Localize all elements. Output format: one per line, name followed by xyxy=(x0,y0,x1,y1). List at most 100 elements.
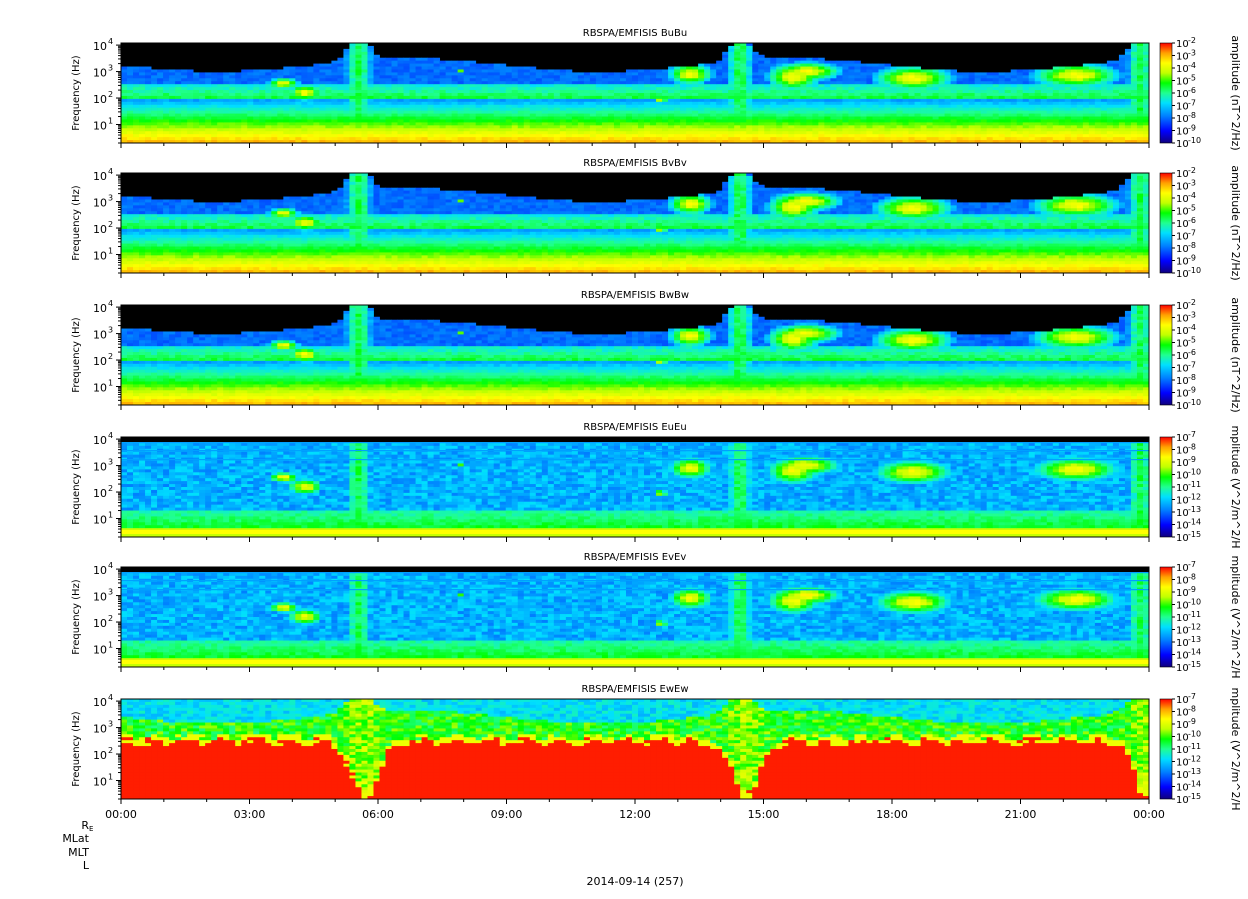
spectrogram-cell xyxy=(349,137,356,141)
spectrogram-cell xyxy=(157,217,164,221)
spectrogram-cell xyxy=(547,122,555,126)
spectrogram-cell xyxy=(577,119,585,123)
spectrogram-cell xyxy=(277,107,284,112)
spectrogram-cell xyxy=(175,119,182,123)
spectrogram-cell xyxy=(752,98,759,103)
spectrogram-cell xyxy=(217,125,224,129)
spectrogram-cell xyxy=(121,122,128,126)
spectrogram-cell xyxy=(307,101,314,106)
spectrogram-cell xyxy=(493,98,501,103)
spectrogram-cell xyxy=(842,69,849,73)
spectrogram-cell xyxy=(331,60,338,64)
spectrogram-cell xyxy=(349,119,356,123)
spectrogram-cell xyxy=(199,140,206,144)
spectrogram-cell xyxy=(710,78,717,82)
spectrogram-cell xyxy=(625,119,633,123)
spectrogram-cell xyxy=(1094,107,1102,112)
spectrogram-cell xyxy=(157,72,164,76)
spectrogram-cell xyxy=(469,95,477,100)
spectrogram-cell xyxy=(1016,113,1024,117)
spectrogram-cell xyxy=(674,125,681,129)
spectrogram-cell xyxy=(571,113,579,117)
spectrogram-cell xyxy=(932,137,939,141)
spectrogram-cell xyxy=(547,98,555,103)
spectrogram-cell xyxy=(625,78,633,82)
spectrogram-cell xyxy=(806,93,813,97)
spectrogram-cell xyxy=(980,125,988,129)
spectrogram-cell xyxy=(938,113,945,117)
spectrogram-cell xyxy=(1022,69,1030,73)
spectrogram-cell xyxy=(517,84,525,88)
spectrogram-cell xyxy=(1112,98,1120,103)
spectrogram-cell xyxy=(211,84,218,88)
spectrogram-cell xyxy=(824,104,831,109)
spectrogram-cell xyxy=(740,51,747,56)
spectrogram-cell xyxy=(175,72,182,76)
spectrogram-cell xyxy=(205,125,212,129)
spectrogram-cell xyxy=(926,75,933,79)
spectrogram-cell xyxy=(403,84,410,88)
spectrogram-cell xyxy=(541,93,549,97)
spectrogram-cell xyxy=(385,78,392,82)
spectrogram-cell xyxy=(157,93,164,97)
spectrogram-cell xyxy=(830,110,837,114)
spectrogram-cell xyxy=(758,63,765,67)
spectrogram-cell xyxy=(157,205,164,209)
spectrogram-cell xyxy=(313,134,320,138)
spectrogram-cell xyxy=(716,107,723,112)
spectrogram-cell xyxy=(830,140,837,144)
spectrogram-cell xyxy=(782,131,789,135)
spectrogram-cell xyxy=(656,84,663,88)
spectrogram-cell xyxy=(806,110,813,114)
spectrogram-cell xyxy=(914,134,921,138)
spectrogram-cell xyxy=(740,107,747,112)
spectrogram-cell xyxy=(758,54,765,59)
spectrogram-cell xyxy=(127,199,134,203)
spectrogram-cell xyxy=(686,116,693,120)
spectrogram-cell xyxy=(601,119,609,123)
spectrogram-cell xyxy=(487,110,495,114)
spectrogram-cell xyxy=(1016,101,1024,106)
spectrogram-cell xyxy=(794,90,801,94)
spectrogram-cell xyxy=(355,66,362,70)
spectrogram-cell xyxy=(169,113,176,117)
spectrogram-cell xyxy=(1124,137,1132,141)
spectrogram-cell xyxy=(722,110,729,114)
spectrogram-cell xyxy=(553,107,561,112)
spectrogram-cell xyxy=(229,98,236,103)
spectrogram-cell xyxy=(163,90,170,94)
spectrogram-cell xyxy=(746,110,753,114)
spectrogram-cell xyxy=(475,81,483,85)
spectrogram-cell xyxy=(1124,93,1132,97)
spectrogram-cell xyxy=(481,63,489,67)
spectrogram-cell xyxy=(812,78,819,82)
spectrogram-cell xyxy=(283,104,290,109)
spectrogram-cell xyxy=(409,122,416,126)
spectrogram-cell xyxy=(349,101,356,106)
spectrogram-cell xyxy=(133,101,140,106)
spectrogram-cell xyxy=(1124,125,1132,129)
spectrogram-cell xyxy=(1124,84,1132,88)
spectrogram-cell xyxy=(1130,95,1138,100)
spectrogram-cell xyxy=(169,228,176,233)
spectrogram-cell xyxy=(133,246,140,250)
spectrogram-cell xyxy=(301,128,308,132)
spectrogram-cell xyxy=(1130,101,1138,106)
spectrogram-cell xyxy=(872,66,879,70)
spectrogram-cell xyxy=(638,119,645,123)
spectrogram-cell xyxy=(361,75,368,79)
spectrogram-cell xyxy=(764,110,771,114)
spectrogram-cell xyxy=(824,128,831,132)
spectrogram-cell xyxy=(1094,66,1102,70)
spectrogram-cell xyxy=(595,122,603,126)
spectrogram-cell xyxy=(121,72,128,76)
spectrogram-cell xyxy=(1100,128,1108,132)
spectrogram-cell xyxy=(499,122,507,126)
spectrogram-cell xyxy=(127,93,134,97)
spectrogram-cell xyxy=(313,72,320,76)
spectrogram-cell xyxy=(523,98,531,103)
spectrogram-cell xyxy=(193,107,200,112)
spectrogram-cell xyxy=(734,60,741,64)
spectrogram-cell xyxy=(662,93,669,97)
spectrogram-cell xyxy=(181,249,188,253)
